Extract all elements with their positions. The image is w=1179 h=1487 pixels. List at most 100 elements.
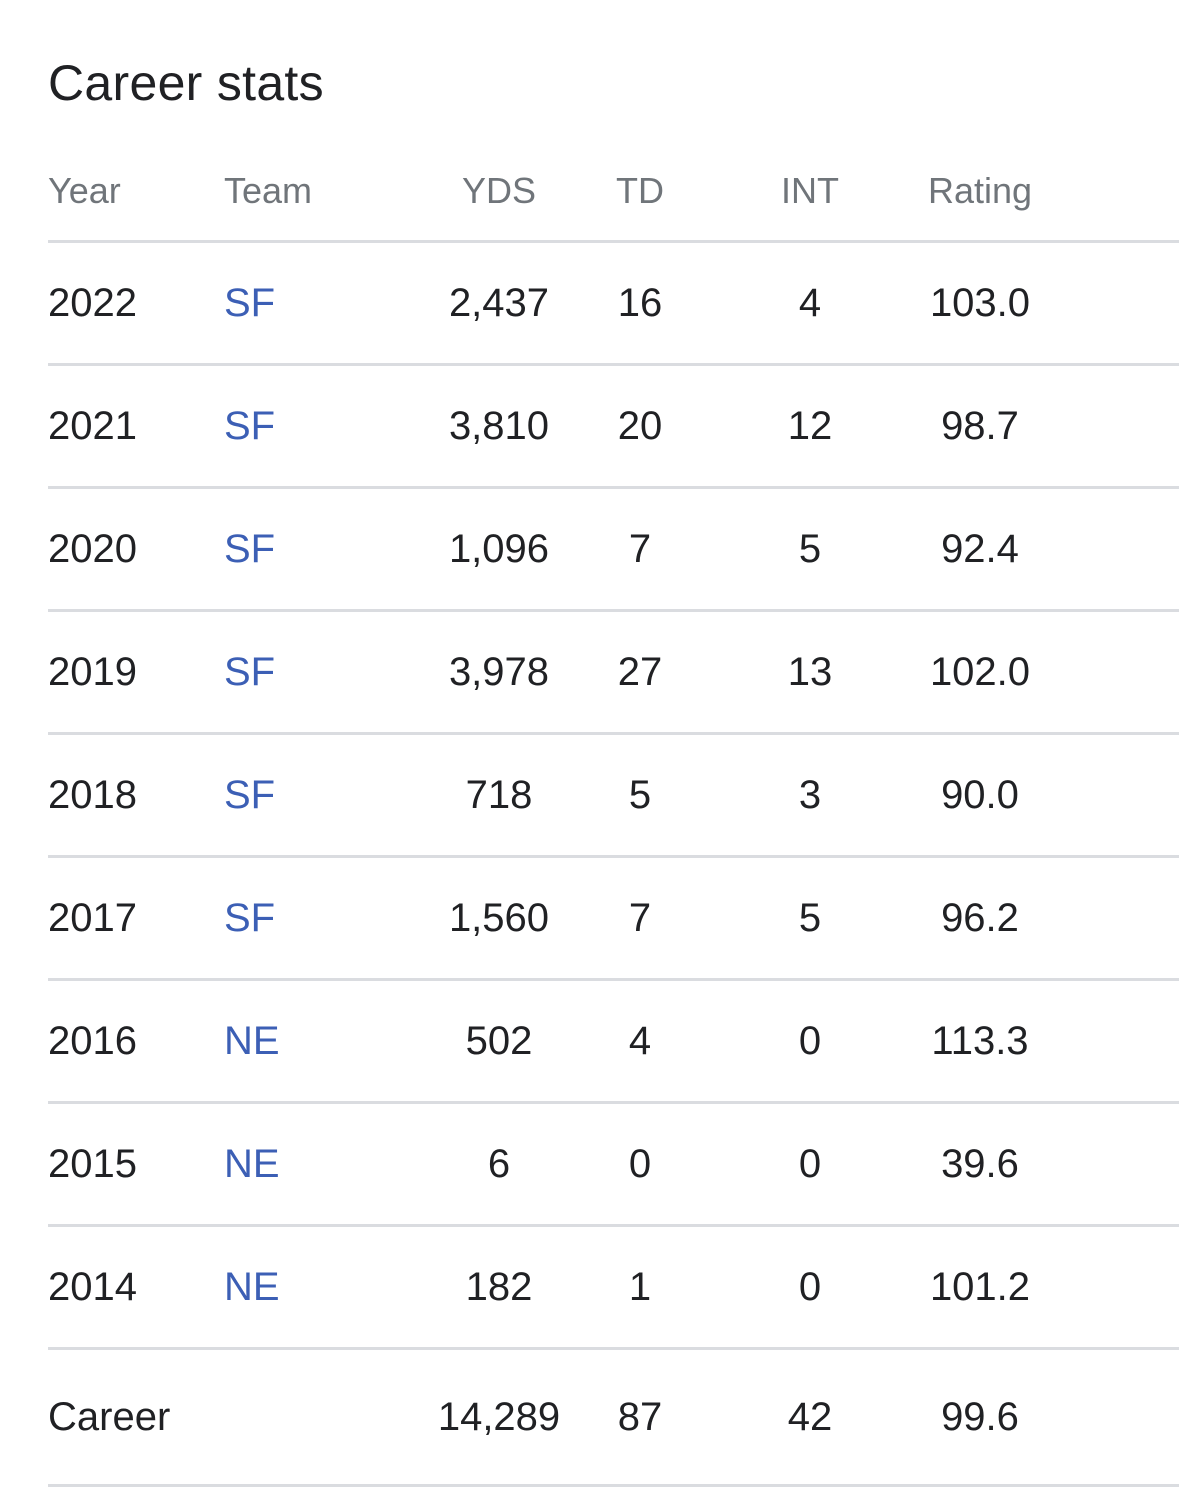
header-team: Team <box>224 142 414 243</box>
table-row-career: Career 14,289 87 42 99.6 <box>48 1348 1179 1487</box>
table-body: 2022 SF 2,437 16 4 103.0 2021 SF 3,810 2… <box>48 241 1179 1487</box>
header-int: INT <box>696 142 924 243</box>
cell-team: SF <box>224 733 414 858</box>
cell-rating: 90.0 <box>924 733 1036 858</box>
cell-yds: 718 <box>414 733 584 858</box>
cell-team: NE <box>224 979 414 1104</box>
cell-td: 1 <box>584 1225 696 1350</box>
table-row-2016: 2016 NE 502 4 0 113.3 <box>48 979 1179 1104</box>
cell-spacer <box>1036 487 1179 612</box>
team-link[interactable]: SF <box>224 280 276 325</box>
cell-td: 7 <box>584 856 696 981</box>
cell-int: 5 <box>696 487 924 612</box>
team-link[interactable]: SF <box>224 649 276 694</box>
table-row-2019: 2019 SF 3,978 27 13 102.0 <box>48 610 1179 735</box>
cell-int: 12 <box>696 364 924 489</box>
table-row-2017: 2017 SF 1,560 7 5 96.2 <box>48 856 1179 981</box>
cell-int: 0 <box>696 1102 924 1227</box>
table-row-2020: 2020 SF 1,096 7 5 92.4 <box>48 487 1179 612</box>
cell-spacer <box>1036 610 1179 735</box>
team-link[interactable]: NE <box>224 1018 280 1063</box>
cell-int: 0 <box>696 979 924 1104</box>
table-row-2015: 2015 NE 6 0 0 39.6 <box>48 1102 1179 1227</box>
cell-team: SF <box>224 610 414 735</box>
cell-year: 2018 <box>48 733 224 858</box>
team-link[interactable]: SF <box>224 895 276 940</box>
cell-year: 2014 <box>48 1225 224 1350</box>
cell-rating: 92.4 <box>924 487 1036 612</box>
cell-team: NE <box>224 1102 414 1227</box>
cell-yds: 3,978 <box>414 610 584 735</box>
cell-rating: 96.2 <box>924 856 1036 981</box>
header-yds: YDS <box>414 142 584 243</box>
cell-int: 13 <box>696 610 924 735</box>
cell-yds: 3,810 <box>414 364 584 489</box>
cell-spacer <box>1036 856 1179 981</box>
cell-year: 2022 <box>48 241 224 366</box>
cell-spacer <box>1036 1348 1179 1487</box>
cell-year: 2020 <box>48 487 224 612</box>
cell-career-team <box>224 1348 414 1487</box>
header-year: Year <box>48 142 224 243</box>
cell-rating: 103.0 <box>924 241 1036 366</box>
cell-yds: 1,096 <box>414 487 584 612</box>
header-rating: Rating <box>924 142 1036 243</box>
cell-rating: 113.3 <box>924 979 1036 1104</box>
header-spacer <box>1036 142 1179 243</box>
table-row-2018: 2018 SF 718 5 3 90.0 <box>48 733 1179 858</box>
cell-yds: 1,560 <box>414 856 584 981</box>
cell-rating: 101.2 <box>924 1225 1036 1350</box>
cell-int: 0 <box>696 1225 924 1350</box>
cell-team: NE <box>224 1225 414 1350</box>
header-td: TD <box>584 142 696 243</box>
cell-td: 7 <box>584 487 696 612</box>
cell-team: SF <box>224 364 414 489</box>
cell-career-rating: 99.6 <box>924 1348 1036 1487</box>
cell-yds: 502 <box>414 979 584 1104</box>
team-link[interactable]: SF <box>224 772 276 817</box>
cell-rating: 39.6 <box>924 1102 1036 1227</box>
cell-team: SF <box>224 487 414 612</box>
table-row-2022: 2022 SF 2,437 16 4 103.0 <box>48 241 1179 366</box>
cell-year: 2016 <box>48 979 224 1104</box>
cell-year: 2017 <box>48 856 224 981</box>
table-row-2014: 2014 NE 182 1 0 101.2 <box>48 1225 1179 1350</box>
cell-career-int: 42 <box>696 1348 924 1487</box>
cell-career-yds: 14,289 <box>414 1348 584 1487</box>
cell-yds: 2,437 <box>414 241 584 366</box>
cell-team: SF <box>224 241 414 366</box>
cell-spacer <box>1036 733 1179 858</box>
cell-spacer <box>1036 1225 1179 1350</box>
team-link[interactable]: NE <box>224 1141 280 1186</box>
team-link[interactable]: NE <box>224 1264 280 1309</box>
team-link[interactable]: SF <box>224 526 276 571</box>
career-stats-table: Year Team YDS TD INT Rating 2022 SF 2,43… <box>48 142 1179 1487</box>
cell-spacer <box>1036 979 1179 1104</box>
card-title: Career stats <box>48 55 324 111</box>
cell-int: 5 <box>696 856 924 981</box>
cell-td: 20 <box>584 364 696 489</box>
cell-career-label: Career <box>48 1348 224 1487</box>
cell-year: 2015 <box>48 1102 224 1227</box>
cell-int: 3 <box>696 733 924 858</box>
cell-year: 2019 <box>48 610 224 735</box>
cell-int: 4 <box>696 241 924 366</box>
table-row-2021: 2021 SF 3,810 20 12 98.7 <box>48 364 1179 489</box>
cell-spacer <box>1036 1102 1179 1227</box>
table-header-row: Year Team YDS TD INT Rating <box>48 142 1179 243</box>
cell-year: 2021 <box>48 364 224 489</box>
cell-td: 5 <box>584 733 696 858</box>
cell-td: 0 <box>584 1102 696 1227</box>
cell-career-td: 87 <box>584 1348 696 1487</box>
cell-yds: 6 <box>414 1102 584 1227</box>
team-link[interactable]: SF <box>224 403 276 448</box>
cell-td: 16 <box>584 241 696 366</box>
cell-team: SF <box>224 856 414 981</box>
cell-yds: 182 <box>414 1225 584 1350</box>
cell-td: 27 <box>584 610 696 735</box>
cell-td: 4 <box>584 979 696 1104</box>
cell-rating: 102.0 <box>924 610 1036 735</box>
cell-rating: 98.7 <box>924 364 1036 489</box>
cell-spacer <box>1036 364 1179 489</box>
